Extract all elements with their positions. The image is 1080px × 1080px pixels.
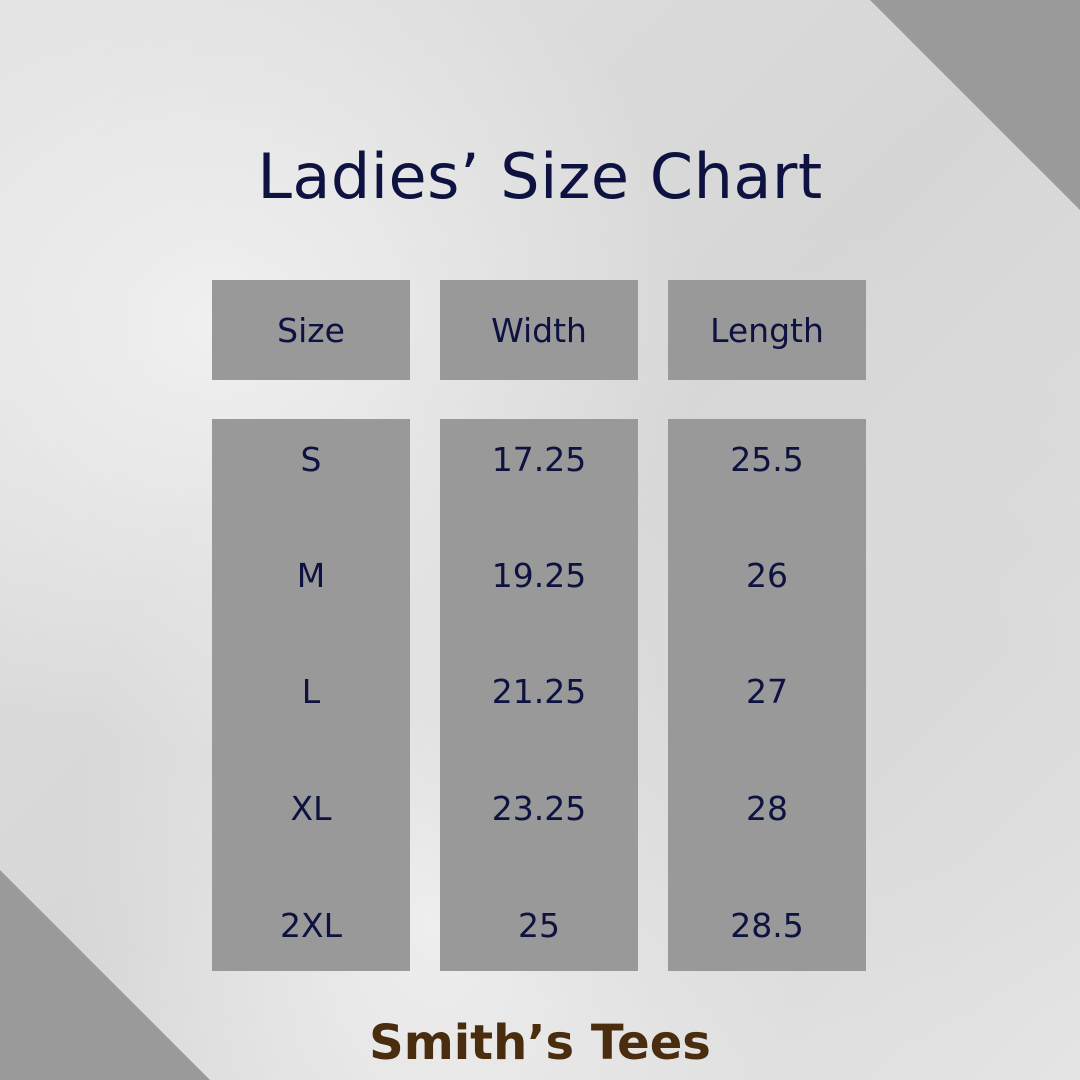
length-cell: 26 xyxy=(746,556,788,595)
size-cell: L xyxy=(301,672,321,711)
width-column: 17.25 19.25 21.25 23.25 25 xyxy=(440,419,638,971)
size-cell: XL xyxy=(290,789,332,828)
width-cell: 23.25 xyxy=(491,789,587,828)
length-column: 25.5 26 27 28 28.5 xyxy=(668,419,866,971)
width-cell: 19.25 xyxy=(491,556,587,595)
size-cell: M xyxy=(296,556,326,595)
width-cell: 21.25 xyxy=(491,672,587,711)
length-cell: 27 xyxy=(746,672,788,711)
header-width: Width xyxy=(440,280,638,380)
size-cell: S xyxy=(300,440,322,479)
size-cell: 2XL xyxy=(280,906,342,945)
header-length: Length xyxy=(668,280,866,380)
length-cell: 28.5 xyxy=(730,906,804,945)
size-column: S M L XL 2XL xyxy=(212,419,410,971)
length-cell: 28 xyxy=(746,789,788,828)
width-cell: 17.25 xyxy=(491,440,587,479)
page-title: Ladies’ Size Chart xyxy=(257,140,823,213)
length-cell: 25.5 xyxy=(730,440,804,479)
brand-footer: Smith’s Tees xyxy=(369,1015,711,1071)
width-cell: 25 xyxy=(518,906,560,945)
header-size: Size xyxy=(212,280,410,380)
